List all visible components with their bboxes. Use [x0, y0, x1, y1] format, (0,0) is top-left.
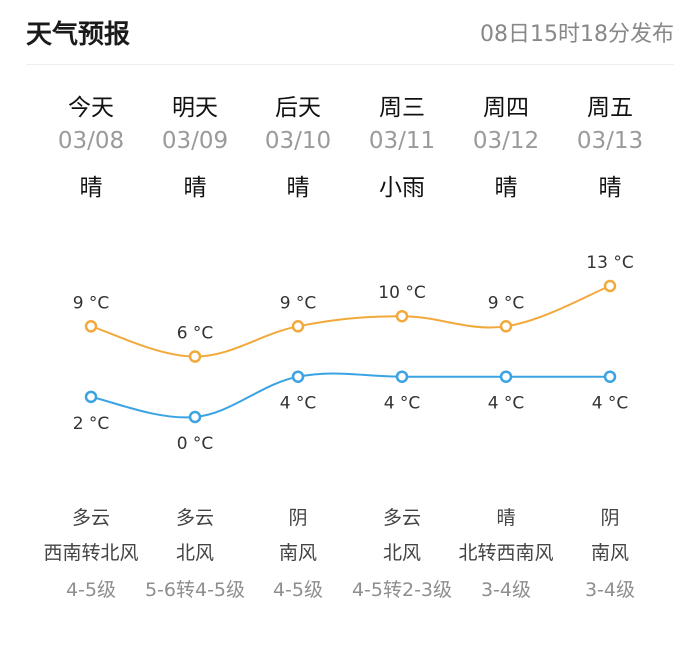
forecast-day-column: 明天 03/09 晴多云北风 5-6转4-5级 [142, 0, 248, 648]
wind-level: 4-5转2-3级 [351, 579, 453, 601]
night-condition: 多云 [382, 507, 421, 529]
day-condition: 晴 [598, 175, 622, 201]
date-label: 03/08 [57, 128, 125, 154]
wind-direction: 南风 [278, 542, 317, 564]
wind-direction: 西南转北风 [43, 542, 139, 564]
wind-level: 3-4级 [480, 579, 532, 601]
forecast-day-column: 周五 03/13 晴阴南风 3-4级 [557, 0, 663, 648]
wind-direction: 北转西南风 [458, 542, 554, 564]
night-condition: 多云 [71, 507, 110, 529]
high-temp-point [291, 320, 305, 333]
high-temp-label: 10 °C [378, 283, 425, 303]
wind-level: 4-5级 [272, 579, 324, 601]
publish-time: 08日15时18分发布 [480, 22, 674, 47]
low-temp-label: 2 °C [73, 414, 110, 434]
high-temp-label: 9 °C [280, 293, 317, 313]
night-condition: 多云 [175, 507, 214, 529]
day-condition: 晴 [79, 175, 103, 201]
low-temp-label: 4 °C [592, 394, 629, 414]
low-temp-label: 0 °C [177, 434, 214, 454]
date-label: 03/13 [576, 128, 644, 154]
day-condition: 小雨 [379, 175, 425, 201]
high-temp-point [499, 320, 513, 333]
date-label: 03/10 [264, 128, 332, 154]
low-temp-label: 4 °C [488, 394, 525, 414]
forecast-day-column: 周四 03/12 晴晴北转西南风 3-4级 [453, 0, 559, 648]
wind-level: 3-4级 [584, 579, 636, 601]
forecast-day-column: 周三 03/11 小雨多云北风 4-5转2-3级 [349, 0, 455, 648]
page-title: 天气预报 [26, 19, 131, 50]
wind-direction: 北风 [175, 542, 214, 564]
wind-direction: 北风 [382, 542, 421, 564]
day-label: 后天 [275, 95, 321, 121]
day-label: 周四 [483, 95, 529, 121]
day-label: 今天 [68, 95, 114, 121]
day-label: 明天 [172, 95, 218, 121]
day-label: 周五 [587, 95, 633, 121]
high-temp-point [84, 320, 98, 333]
forecast-day-column: 后天 03/10 晴阴南风 4-5级 [245, 0, 351, 648]
high-temp-point [603, 279, 617, 293]
day-label: 周三 [379, 95, 425, 121]
forecast-header: 天气预报 08日15时18分发布 [26, 0, 674, 65]
date-label: 03/11 [368, 128, 436, 154]
date-label: 03/12 [472, 128, 540, 154]
low-temp-point [603, 370, 617, 383]
high-temp-label: 9 °C [488, 293, 525, 313]
high-temp-label: 9 °C [73, 293, 110, 313]
high-temp-label: 13 °C [586, 253, 633, 273]
high-temp-point [188, 350, 202, 363]
day-condition: 晴 [494, 175, 518, 201]
low-temp-point [84, 390, 98, 404]
low-temp-point [499, 370, 513, 383]
day-condition: 晴 [286, 175, 310, 201]
forecast-day-column: 今天 03/08 晴多云西南转北风 4-5级 [38, 0, 144, 648]
night-condition: 阴 [600, 507, 620, 529]
high-temp-point [395, 309, 409, 323]
date-label: 03/09 [161, 128, 229, 154]
night-condition: 阴 [288, 507, 308, 529]
low-temp-label: 4 °C [280, 394, 317, 414]
day-condition: 晴 [183, 175, 207, 201]
high-temp-label: 6 °C [177, 324, 214, 344]
night-condition: 晴 [496, 507, 516, 529]
high-temp-line [90, 285, 611, 358]
low-temp-point [395, 370, 409, 383]
low-temp-point [291, 370, 305, 383]
low-temp-line [90, 372, 610, 419]
wind-direction: 南风 [590, 542, 629, 564]
wind-level: 5-6转4-5级 [144, 579, 246, 601]
low-temp-label: 4 °C [384, 394, 421, 414]
low-temp-point [188, 410, 202, 424]
wind-level: 4-5级 [65, 579, 117, 601]
